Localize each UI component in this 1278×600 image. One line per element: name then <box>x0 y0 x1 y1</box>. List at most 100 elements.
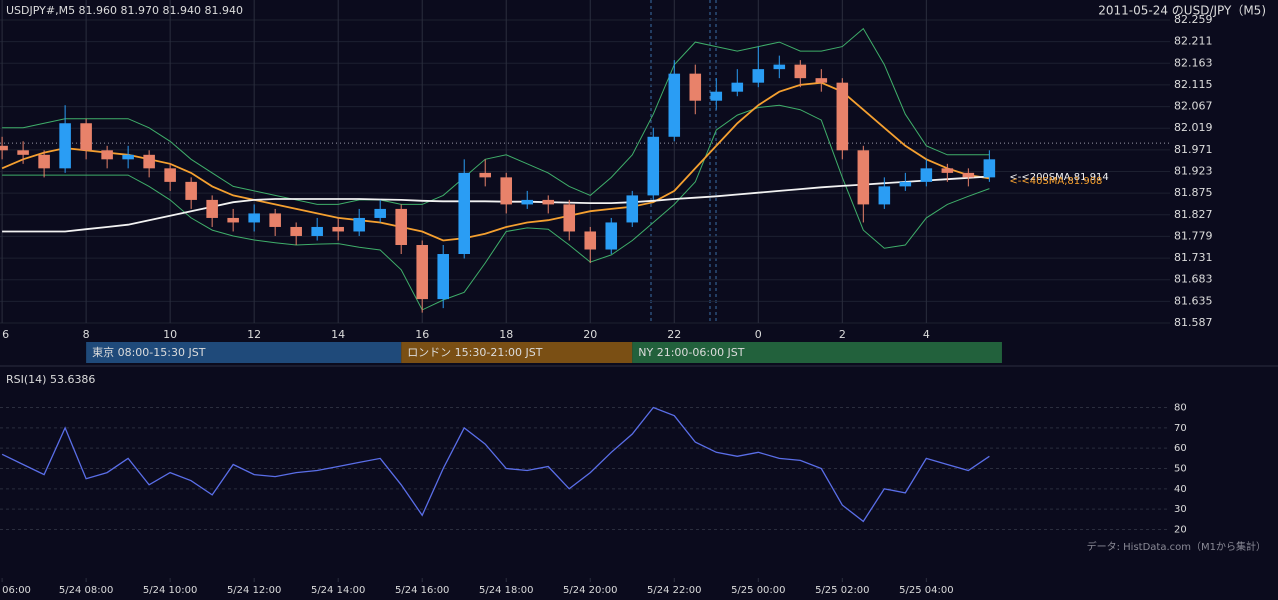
indicator-annotation: <-<200SMA,81.914 <box>1009 172 1108 183</box>
candle-body <box>605 222 618 250</box>
candle-body <box>878 186 891 205</box>
x-tick-label: 5/24 10:00 <box>143 585 197 596</box>
candle-body <box>773 64 786 70</box>
y-tick-label: 82.163 <box>1174 56 1213 69</box>
chart-subtitle: 2011-05-24 のUSD/JPY（M5) <box>1098 4 1266 18</box>
y-tick-label: 81.779 <box>1174 229 1213 242</box>
x-tick-label: 5/24 16:00 <box>395 585 449 596</box>
candle-body <box>227 217 239 223</box>
candle-body <box>983 159 996 178</box>
y-tick-label: 81.731 <box>1174 251 1213 264</box>
rsi-title: RSI(14) 53.6386 <box>6 373 95 386</box>
candle-body <box>563 204 576 232</box>
rsi-line <box>1 406 990 523</box>
y-tick-label: 82.067 <box>1174 100 1213 113</box>
y-tick-label: 81.971 <box>1174 143 1213 156</box>
indicator-line <box>1 81 990 242</box>
candle-body <box>185 181 197 200</box>
y-tick-label: 20 <box>1174 525 1187 536</box>
x-tick-label: 5/24 14:00 <box>311 585 365 596</box>
x-tick-label: 5/24 20:00 <box>563 585 617 596</box>
chart-title: USDJPY#,M5 81.960 81.970 81.940 81.940 <box>6 4 243 17</box>
candle-body <box>206 199 218 218</box>
y-tick-label: 70 <box>1174 423 1187 434</box>
session-bar <box>86 342 402 363</box>
y-tick-label: 81.683 <box>1174 273 1213 286</box>
x-tick-label: 8 <box>83 328 90 341</box>
y-tick-label: 80 <box>1174 403 1187 414</box>
y-tick-label: 60 <box>1174 443 1187 454</box>
x-tick-label: 5/24 22:00 <box>647 585 701 596</box>
candle-body <box>59 123 71 169</box>
candle-body <box>584 231 597 250</box>
x-tick-label: 18 <box>499 328 513 341</box>
y-tick-label: 81.635 <box>1174 294 1213 307</box>
candle-body <box>899 181 912 187</box>
candle-body <box>332 226 344 232</box>
x-tick-label: 22 <box>667 328 681 341</box>
candle-body <box>941 168 954 173</box>
session-bar <box>632 342 1002 363</box>
candle-body <box>353 217 365 232</box>
x-tick-label: 20 <box>583 328 597 341</box>
x-tick-label: 12 <box>247 328 261 341</box>
x-tick-label: 06:00 <box>2 585 31 596</box>
candle-body <box>290 226 302 236</box>
indicator-line <box>2 175 990 233</box>
candle-body <box>80 123 92 151</box>
source-note: データ: HistData.com（M1から集計） <box>1087 540 1266 553</box>
candle-body <box>101 150 113 160</box>
candle-body <box>857 150 870 205</box>
x-tick-label: 6 <box>2 328 9 341</box>
candle-body <box>689 73 702 101</box>
y-tick-label: 30 <box>1174 504 1187 515</box>
candle-body <box>164 168 176 182</box>
x-tick-label: 5/25 04:00 <box>899 585 953 596</box>
candle-body <box>668 73 681 137</box>
y-tick-label: 50 <box>1174 464 1187 475</box>
candle-body <box>920 168 933 182</box>
x-tick-label: 4 <box>923 328 930 341</box>
y-tick-label: 81.827 <box>1174 208 1213 221</box>
candle-body <box>962 172 975 178</box>
candle-body <box>122 154 134 160</box>
candle-body <box>752 69 765 83</box>
candle-body <box>542 199 555 205</box>
candle-body <box>0 145 8 151</box>
y-tick-label: 81.923 <box>1174 165 1213 178</box>
candle-body <box>395 208 407 245</box>
candle-body <box>710 91 723 101</box>
x-tick-label: 0 <box>755 328 762 341</box>
session-label: ロンドン 15:30-21:00 JST <box>407 346 543 359</box>
y-tick-label: 82.115 <box>1174 78 1213 91</box>
x-tick-label: 5/24 18:00 <box>479 585 533 596</box>
x-tick-label: 14 <box>331 328 345 341</box>
candle-body <box>458 172 470 255</box>
y-tick-label: 81.587 <box>1174 316 1213 329</box>
y-tick-label: 82.211 <box>1174 35 1213 48</box>
x-tick-label: 5/25 02:00 <box>815 585 869 596</box>
candle-body <box>731 82 744 92</box>
x-tick-label: 5/24 12:00 <box>227 585 281 596</box>
x-tick-label: 16 <box>415 328 429 341</box>
candle-body <box>437 254 449 300</box>
candle-body <box>269 213 281 227</box>
session-bar <box>401 342 633 363</box>
y-tick-label: 82.019 <box>1174 121 1213 134</box>
candle-body <box>815 78 828 83</box>
candle-body <box>521 199 534 205</box>
x-tick-label: 5/24 08:00 <box>59 585 113 596</box>
indicator-line <box>2 104 990 311</box>
y-tick-label: 81.875 <box>1174 186 1213 199</box>
candle-body <box>38 154 50 169</box>
y-tick-label: 82.259 <box>1174 13 1213 26</box>
candle-body <box>836 82 849 151</box>
candle-body <box>794 64 807 79</box>
session-label: 東京 08:00-15:30 JST <box>92 345 206 359</box>
candle-body <box>626 195 639 223</box>
candle-body <box>500 177 513 205</box>
candle-body <box>479 172 492 178</box>
candle-body <box>374 208 386 218</box>
